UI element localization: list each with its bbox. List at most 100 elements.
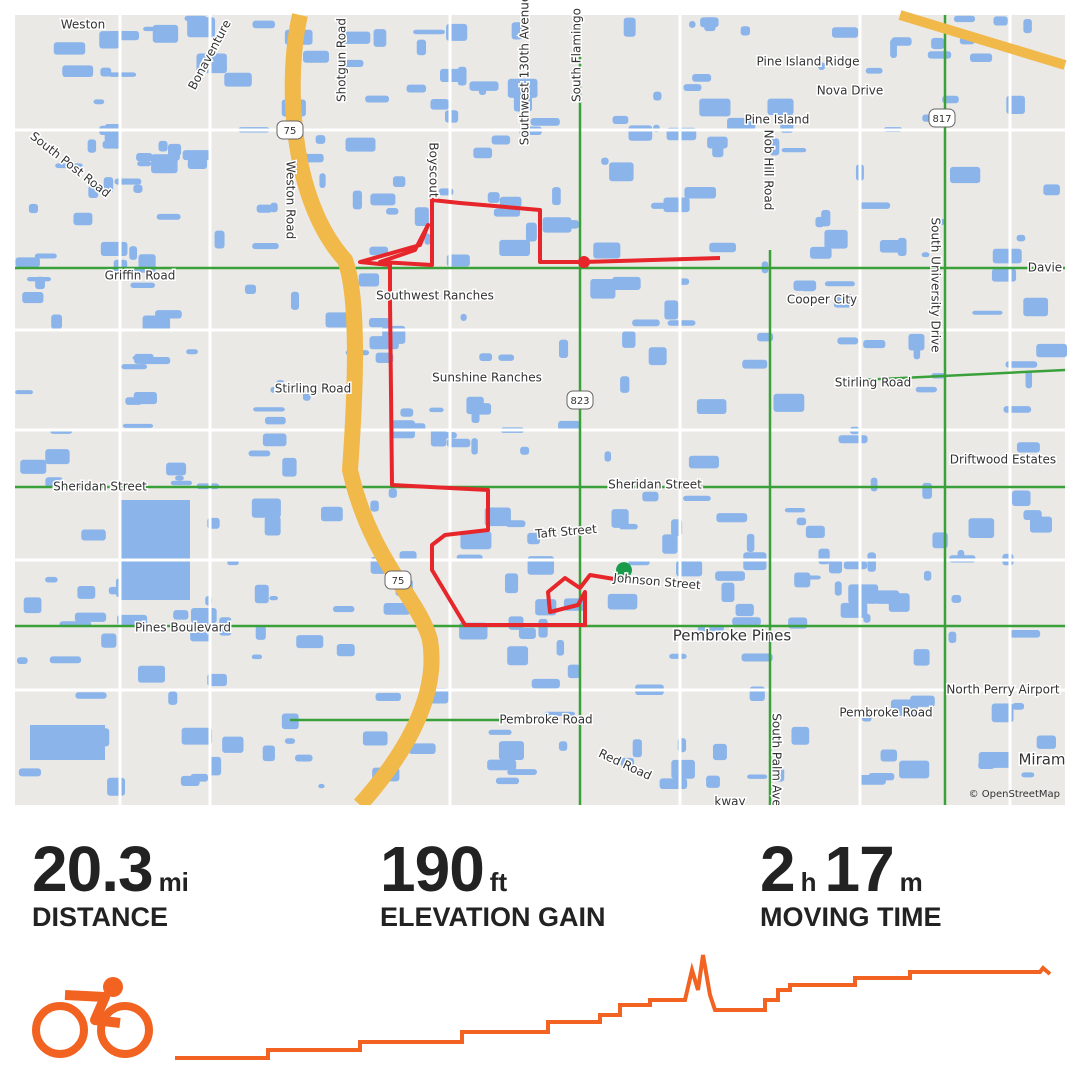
map-label: Pine Island Ridge bbox=[757, 55, 860, 69]
water bbox=[121, 364, 148, 370]
water bbox=[784, 508, 806, 513]
water bbox=[927, 51, 952, 59]
water bbox=[131, 267, 140, 279]
water bbox=[1036, 735, 1056, 749]
water bbox=[158, 140, 168, 152]
water bbox=[807, 575, 821, 580]
water bbox=[251, 654, 263, 660]
water bbox=[15, 257, 40, 268]
water bbox=[362, 731, 388, 746]
water bbox=[931, 37, 945, 50]
stat-label: DISTANCE bbox=[32, 902, 169, 932]
water bbox=[623, 17, 636, 37]
water bbox=[101, 633, 117, 648]
water bbox=[129, 246, 138, 260]
water bbox=[604, 451, 612, 462]
water bbox=[93, 99, 105, 105]
water bbox=[134, 353, 154, 364]
water bbox=[296, 635, 324, 649]
water bbox=[255, 626, 266, 640]
map-label: Sheridan Street bbox=[53, 480, 147, 494]
water bbox=[520, 446, 530, 455]
water bbox=[122, 423, 154, 428]
map-label: Shotgun Road bbox=[335, 18, 349, 102]
water bbox=[507, 646, 529, 666]
water bbox=[716, 513, 748, 523]
water bbox=[45, 576, 58, 583]
water bbox=[1023, 297, 1049, 317]
water bbox=[444, 110, 459, 123]
map-label: Driftwood Estates bbox=[950, 453, 1056, 467]
route-shield-label: 75 bbox=[392, 576, 405, 587]
water bbox=[284, 738, 296, 744]
water bbox=[922, 482, 932, 499]
water bbox=[513, 95, 533, 112]
highway bbox=[284, 13, 440, 805]
water bbox=[1029, 516, 1053, 533]
water bbox=[130, 282, 156, 288]
water bbox=[712, 144, 724, 158]
water bbox=[781, 147, 807, 153]
water bbox=[679, 278, 690, 285]
water bbox=[899, 760, 930, 779]
water bbox=[224, 72, 252, 87]
water bbox=[495, 777, 520, 785]
water bbox=[628, 125, 653, 141]
map-label: Pembroke Road bbox=[839, 706, 932, 720]
water bbox=[264, 416, 286, 425]
water bbox=[1036, 343, 1068, 358]
map-label: kway bbox=[714, 795, 745, 806]
water bbox=[859, 202, 891, 209]
water bbox=[477, 403, 492, 415]
water bbox=[712, 743, 727, 761]
water bbox=[252, 20, 275, 29]
water bbox=[352, 190, 363, 210]
water bbox=[207, 673, 227, 687]
map-label: Boyscout bbox=[427, 142, 441, 197]
water bbox=[430, 98, 449, 110]
water bbox=[20, 459, 47, 474]
water bbox=[699, 98, 731, 117]
map-label: Southwest Ranches bbox=[376, 289, 494, 303]
water bbox=[837, 337, 859, 345]
water bbox=[747, 774, 768, 779]
water bbox=[620, 757, 635, 768]
elevation-profile bbox=[175, 954, 1052, 1060]
water bbox=[107, 30, 140, 41]
water bbox=[488, 729, 512, 735]
water bbox=[73, 212, 93, 226]
water bbox=[558, 339, 569, 358]
water bbox=[358, 273, 380, 287]
water bbox=[208, 756, 222, 776]
water bbox=[74, 612, 107, 622]
water bbox=[742, 359, 768, 369]
water bbox=[332, 605, 355, 613]
water bbox=[511, 22, 523, 40]
water bbox=[870, 477, 878, 492]
water bbox=[370, 500, 379, 512]
water bbox=[612, 276, 641, 290]
water bbox=[166, 462, 187, 476]
water bbox=[746, 533, 755, 553]
water bbox=[77, 586, 96, 599]
map-label: Stirling Road bbox=[275, 382, 351, 396]
water bbox=[34, 253, 57, 259]
water bbox=[16, 657, 28, 664]
water bbox=[732, 617, 761, 626]
water bbox=[244, 284, 257, 294]
water bbox=[446, 438, 471, 448]
water bbox=[429, 407, 444, 413]
water bbox=[100, 241, 128, 256]
map-label: Weston bbox=[61, 18, 105, 32]
water bbox=[1021, 772, 1035, 778]
map-label: North Perry Airport bbox=[946, 683, 1060, 697]
water bbox=[689, 20, 696, 28]
water bbox=[108, 72, 137, 77]
water bbox=[669, 653, 687, 659]
water bbox=[1003, 406, 1032, 413]
water bbox=[262, 433, 287, 447]
stat-value: 20.3 bbox=[32, 833, 154, 905]
water bbox=[715, 571, 745, 581]
water bbox=[413, 29, 445, 35]
